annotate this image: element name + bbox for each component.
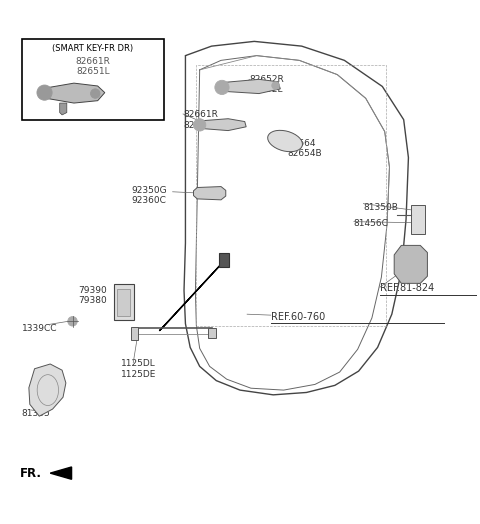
Polygon shape	[193, 187, 226, 200]
Text: (SMART KEY-FR DR): (SMART KEY-FR DR)	[52, 44, 133, 53]
Circle shape	[215, 80, 229, 94]
Polygon shape	[60, 103, 67, 115]
Bar	[208, 329, 216, 338]
Text: 1339CC: 1339CC	[22, 324, 57, 333]
Bar	[196, 64, 386, 325]
Text: 82661R: 82661R	[75, 57, 110, 66]
Text: FR.: FR.	[19, 467, 41, 479]
Polygon shape	[50, 467, 72, 479]
Text: 82651L: 82651L	[76, 68, 110, 77]
Circle shape	[193, 119, 206, 131]
Text: 82664
82654B: 82664 82654B	[288, 139, 322, 158]
Text: 82652R
82652L: 82652R 82652L	[250, 74, 284, 94]
Text: 92350G
92360C: 92350G 92360C	[131, 186, 167, 205]
Polygon shape	[197, 119, 246, 130]
Ellipse shape	[268, 130, 302, 151]
Polygon shape	[41, 83, 105, 103]
Polygon shape	[29, 364, 66, 416]
Text: 1125DL
1125DE: 1125DL 1125DE	[121, 359, 157, 379]
Text: 81350B: 81350B	[363, 203, 398, 212]
Bar	[411, 205, 425, 234]
Bar	[219, 254, 229, 267]
Text: REF.60-760: REF.60-760	[271, 312, 325, 322]
Polygon shape	[221, 79, 280, 94]
Polygon shape	[159, 265, 221, 331]
Text: 79390
79380: 79390 79380	[79, 286, 108, 305]
Text: 81456C: 81456C	[354, 220, 389, 228]
FancyBboxPatch shape	[22, 39, 164, 119]
Bar	[131, 326, 137, 340]
Text: 82661R
82651L: 82661R 82651L	[183, 110, 218, 129]
Circle shape	[37, 85, 52, 100]
Polygon shape	[394, 245, 427, 283]
Text: 81335: 81335	[22, 409, 50, 418]
Bar	[114, 285, 134, 320]
Circle shape	[272, 82, 279, 89]
Text: REF.81-824: REF.81-824	[380, 283, 434, 293]
Circle shape	[68, 316, 77, 326]
Circle shape	[91, 89, 100, 99]
Bar	[117, 289, 131, 315]
